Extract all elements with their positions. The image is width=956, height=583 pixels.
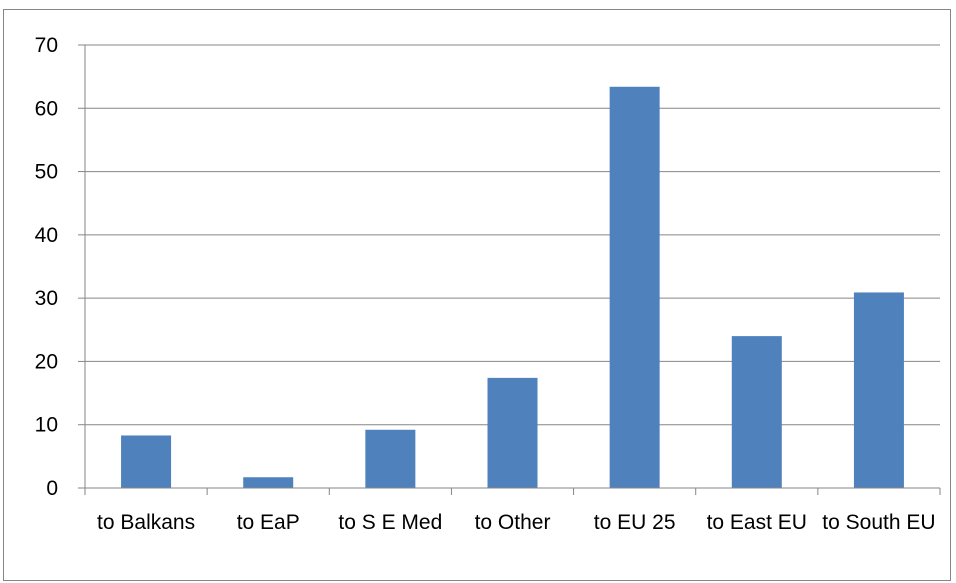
y-tick-label: 10 [35,414,58,437]
axes [78,44,941,495]
x-category-label: to South EU [822,511,935,534]
bar [609,86,660,489]
gridlines [85,44,940,426]
bar [243,477,294,488]
x-category-label: to East EU [707,511,807,534]
bar [731,336,782,488]
y-tick-label: 70 [35,34,58,57]
x-category-labels: to Balkans to EaP to S E Med to Other to EU … [97,511,936,534]
y-tick-labels: 0 10 20 30 40 50 60 70 [35,34,58,500]
y-tick-label: 60 [35,97,58,120]
bar [853,292,904,488]
x-category-label: to EU 25 [594,511,676,534]
y-tick-label: 30 [35,287,58,310]
y-tick-label: 0 [46,477,58,500]
x-category-label: to EaP [237,511,300,534]
bars [121,86,904,489]
bar [365,429,416,488]
x-category-label: to Balkans [97,511,195,534]
y-tick-label: 40 [35,224,58,247]
x-category-label: to S E Med [338,511,442,534]
y-tick-label: 50 [35,161,58,184]
y-tick-label: 20 [35,350,58,373]
bar [121,435,172,488]
bar [487,377,538,488]
x-category-label: to Other [475,511,551,534]
